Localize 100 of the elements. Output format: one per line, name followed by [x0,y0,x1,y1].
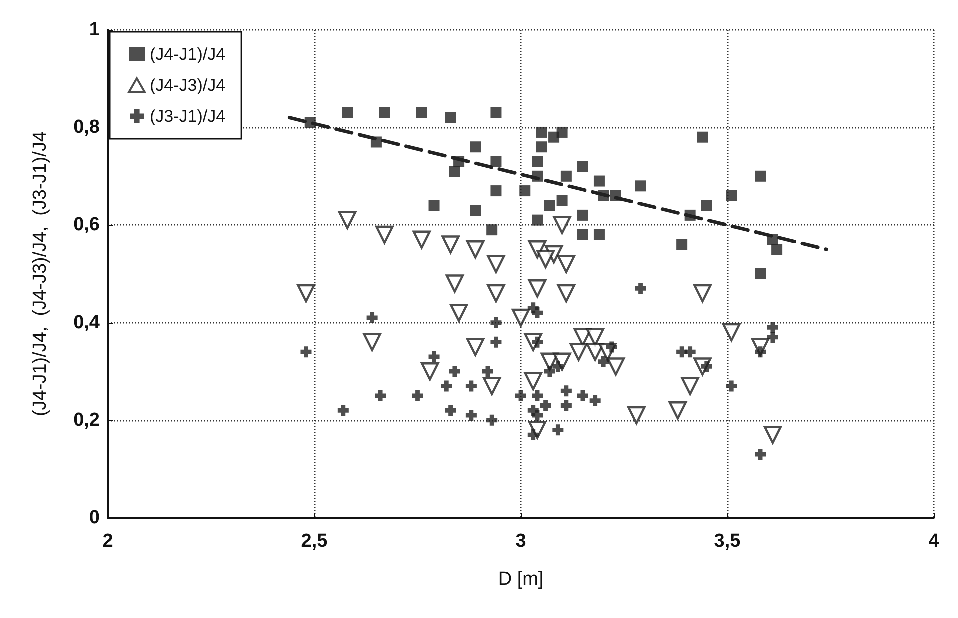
point [767,322,778,334]
point [536,250,555,268]
point [442,236,460,254]
point [487,284,506,303]
x-tick-label: 3 [516,531,526,552]
point [466,410,477,422]
point [755,170,766,182]
point [528,280,547,298]
point [577,161,588,172]
point [726,190,738,202]
y-tick-label: 0 [89,508,100,528]
point [722,323,741,342]
point [540,400,552,412]
point [486,414,498,426]
point [486,224,498,236]
point [338,405,349,416]
point [366,312,378,324]
point [342,107,354,118]
y-tick-label: 0,6 [74,214,100,236]
point [544,200,556,212]
point [577,229,588,240]
point [363,333,382,352]
point [668,402,688,420]
point [449,366,460,378]
point [532,410,544,422]
point [490,186,502,197]
y-tick-label: 0,8 [74,117,100,138]
point [694,284,712,303]
point [767,332,778,343]
point [482,366,494,378]
point [594,229,605,240]
point [466,240,485,259]
point [594,176,605,187]
point [532,308,544,319]
point [684,346,696,358]
point [764,426,782,444]
point [416,107,428,118]
y-tick-label: 1 [89,20,100,40]
point [772,244,783,256]
point [755,268,766,280]
point [560,170,572,182]
point [628,406,646,425]
point [300,346,312,358]
point [553,216,572,234]
point [726,380,738,392]
point [490,317,502,328]
point [428,200,440,212]
y-axis-title: (J4-J1)/J4, (J4-J3)/J4, (J3-J1)/J4 [30,131,51,417]
point [441,380,452,392]
point [590,395,601,406]
point [445,405,456,416]
point [635,283,646,294]
point [557,255,576,274]
point [606,358,626,376]
point [577,210,588,221]
point [490,156,502,168]
point [556,195,568,206]
y-tick-label: 0,2 [74,410,100,431]
point [297,284,316,303]
point [470,142,482,153]
x-tick-label: 3,5 [714,531,742,552]
x-tick-label: 2,5 [301,531,328,552]
legend-label: (J4-J3)/J4 [150,76,226,95]
point [536,142,548,153]
point [450,304,468,322]
point [755,449,766,460]
point [577,390,588,402]
point [701,200,712,212]
point [532,156,544,168]
point [516,390,526,402]
y-tick-label: 0,4 [74,312,100,334]
point [524,372,542,390]
point [338,211,357,230]
point [379,107,390,118]
point [681,377,700,396]
x-tick-label: 2 [102,531,114,552]
point [697,132,708,143]
point [412,230,431,249]
point [570,342,588,362]
point [375,390,386,402]
point [532,214,544,226]
point [449,166,460,178]
point [445,112,456,124]
point [532,390,544,402]
point [487,255,506,274]
point [560,386,572,397]
legend-label: (J4-J1)/J4 [150,45,226,64]
point [586,342,604,362]
x-axis-title: D [m] [498,569,544,590]
point [446,274,464,293]
point [560,400,572,412]
point [376,226,394,244]
point [635,180,646,192]
point [466,380,477,392]
point [536,126,548,138]
point [490,336,502,348]
point [520,186,531,197]
point [552,424,564,436]
x-tick-label: 4 [928,531,940,552]
point [676,239,688,250]
